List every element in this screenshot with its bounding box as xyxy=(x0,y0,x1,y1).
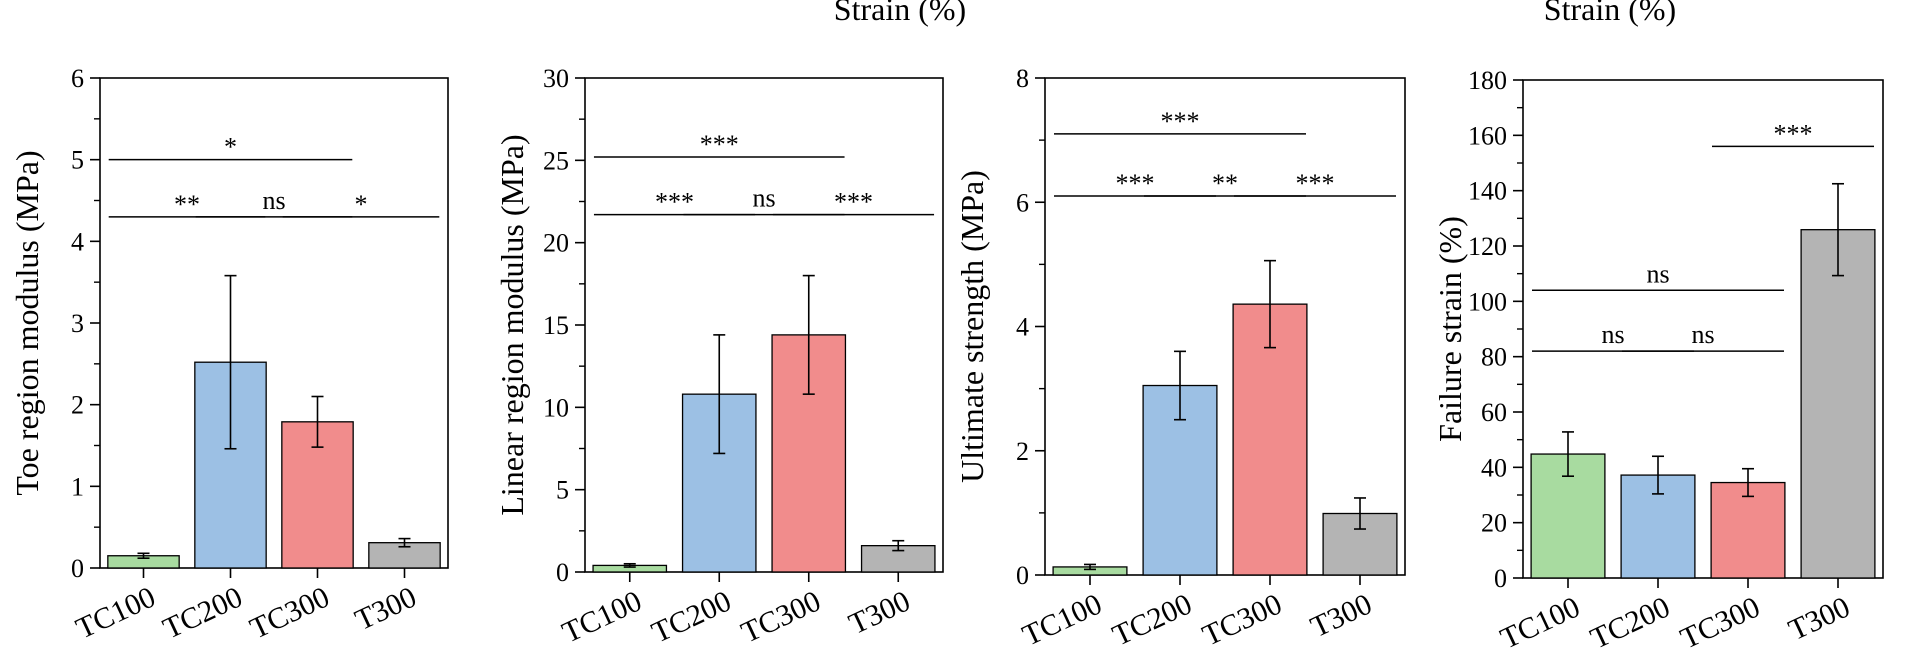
y-tick-label: 180 xyxy=(1468,66,1507,95)
y-tick-label: 5 xyxy=(71,146,84,175)
significance-label: ns xyxy=(1646,259,1669,288)
plot-frame xyxy=(1044,77,1406,576)
x-tick-label-t300: T300 xyxy=(350,580,421,637)
y-tick-label: 40 xyxy=(1481,453,1507,482)
plot-frame xyxy=(584,77,944,573)
x-tick-label-tc200: TC200 xyxy=(647,584,736,649)
chart-panel-4: 0 20 40 60 80 100 120 140 160 180 Failure strain (… xyxy=(1432,66,1884,656)
x-tick-label-tc300: TC300 xyxy=(736,584,825,649)
x-tick-label-tc300: TC300 xyxy=(245,580,334,645)
chart-panel-1: 0 1 2 3 4 5 6 Toe region modulus (MPa) TC100TC20… xyxy=(9,64,449,646)
y-axis-title: Linear region modulus (MPa) xyxy=(494,134,530,515)
x-tick-label-tc200: TC200 xyxy=(158,580,247,645)
y-tick-label: 4 xyxy=(1016,313,1029,342)
y-tick-label: 0 xyxy=(1494,564,1507,593)
significance-label: * xyxy=(224,133,237,162)
x-tick-label-tc300: TC300 xyxy=(1675,590,1764,655)
y-tick-label: 5 xyxy=(556,476,569,505)
chart-panel-3: 0 2 4 6 8 Ultimate strength (MPa) TC100 TC200 TC… xyxy=(954,64,1406,653)
significance-label: ** xyxy=(174,190,200,219)
y-axis-title: Failure strain (%) xyxy=(1432,216,1468,442)
x-tick-label-tc200: TC200 xyxy=(1107,587,1196,652)
chart-panel-2: 0 5 10 15 20 25 30 Linear region modulus (MPa) T… xyxy=(494,64,944,650)
y-tick-label: 2 xyxy=(71,391,84,420)
y-tick-label: 10 xyxy=(543,393,569,422)
significance-label: ns xyxy=(1691,320,1714,349)
y-tick-label: 100 xyxy=(1468,287,1507,316)
y-tick-label: 4 xyxy=(71,227,84,256)
x-tick-label-t300: T300 xyxy=(844,584,915,641)
y-tick-label: 0 xyxy=(1016,561,1029,590)
significance-label: ** xyxy=(1212,169,1238,198)
significance-label: ns xyxy=(1601,320,1624,349)
y-tick-label: 6 xyxy=(71,64,84,93)
y-tick-label: 0 xyxy=(71,554,84,583)
x-tick-label-tc100: TC100 xyxy=(1017,587,1106,652)
significance-label: *** xyxy=(834,188,873,217)
significance-label: ns xyxy=(262,186,285,215)
significance-label: *** xyxy=(700,130,739,159)
x-tick-label-tc100: TC100 xyxy=(557,584,646,649)
y-tick-label: 15 xyxy=(543,311,569,340)
x-tick-label-t300: T300 xyxy=(1784,590,1855,647)
significance-label: *** xyxy=(1296,169,1335,198)
top-strain-label-1: Strain (%) xyxy=(834,0,966,27)
significance-label: * xyxy=(355,190,368,219)
bar-t300 xyxy=(860,545,936,573)
y-tick-label: 160 xyxy=(1468,121,1507,150)
y-tick-label: 2 xyxy=(1016,437,1029,466)
y-axis-title: Ultimate strength (MPa) xyxy=(954,170,990,483)
x-tick-label-tc100: TC100 xyxy=(1495,590,1584,655)
y-tick-label: 30 xyxy=(543,64,569,93)
y-tick-label: 1 xyxy=(71,472,84,501)
y-axis-title: Toe region modulus (MPa) xyxy=(9,150,45,495)
x-tick-label-tc100: TC100 xyxy=(71,580,160,645)
y-tick-label: 140 xyxy=(1468,177,1507,206)
y-tick-label: 80 xyxy=(1481,343,1507,372)
top-strain-label-2: Strain (%) xyxy=(1544,0,1676,27)
significance-label: *** xyxy=(1774,119,1813,148)
significance-label: *** xyxy=(655,188,694,217)
y-tick-label: 20 xyxy=(543,229,569,258)
significance-label: *** xyxy=(1116,169,1155,198)
y-tick-label: 25 xyxy=(543,146,569,175)
y-tick-label: 120 xyxy=(1468,232,1507,261)
y-tick-label: 60 xyxy=(1481,398,1507,427)
significance-label: ns xyxy=(752,184,775,213)
plot-frame xyxy=(99,77,449,569)
x-tick-label-tc300: TC300 xyxy=(1197,587,1286,652)
bar-tc300 xyxy=(1710,481,1786,579)
bar-t300 xyxy=(1800,229,1876,579)
significance-label: *** xyxy=(1161,107,1200,136)
y-tick-label: 3 xyxy=(71,309,84,338)
y-tick-label: 0 xyxy=(556,558,569,587)
y-tick-label: 20 xyxy=(1481,509,1507,538)
x-tick-label-tc200: TC200 xyxy=(1585,590,1674,655)
y-tick-label: 6 xyxy=(1016,188,1029,217)
y-tick-label: 8 xyxy=(1016,64,1029,93)
x-tick-label-t300: T300 xyxy=(1306,587,1377,644)
